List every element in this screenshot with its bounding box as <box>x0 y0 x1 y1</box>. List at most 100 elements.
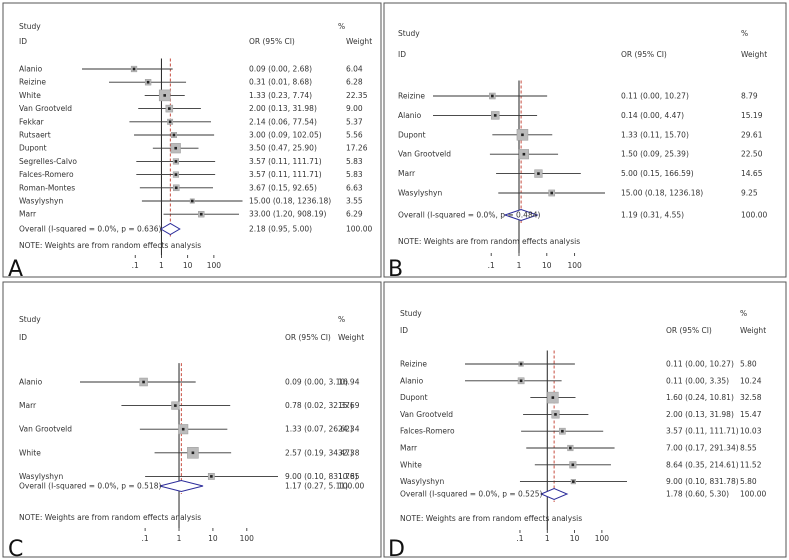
point-estimate <box>521 133 524 137</box>
panel-label: A <box>8 257 23 282</box>
header-or-ci: OR (95% CI) <box>249 37 295 46</box>
study-label: Fekkar <box>19 117 45 126</box>
study-label: Dupont <box>19 144 47 153</box>
point-estimate <box>146 80 150 84</box>
header-weight: Weight <box>740 326 766 335</box>
study-label: Alanio <box>19 378 43 387</box>
overall-weight: 100.00 <box>338 482 364 491</box>
or-ci-value: 9.00 (0.10, 831.78) <box>666 477 739 486</box>
overall-diamond <box>539 487 569 501</box>
study-label: Wasylyshyn <box>19 472 63 481</box>
point-estimate <box>174 160 178 163</box>
weight-value: 15.69 <box>338 401 360 410</box>
study-label: Wasylyshyn <box>400 477 444 486</box>
overall-or-ci: 1.19 (0.31, 4.55) <box>621 211 684 220</box>
point-estimate <box>569 446 572 450</box>
x-tick-label: .1 <box>516 534 523 543</box>
header-weight: Weight <box>741 50 767 59</box>
overall-weight: 100.00 <box>346 225 372 234</box>
or-ci-value: 1.33 (0.11, 15.70) <box>621 130 689 139</box>
study-label: Falces-Romero <box>400 427 455 436</box>
x-tick-label: 1 <box>177 534 182 543</box>
x-tick-label: 100 <box>595 534 610 543</box>
point-estimate <box>493 114 497 117</box>
panel-label: B <box>388 257 403 282</box>
point-estimate <box>172 133 176 137</box>
weight-value: 10.65 <box>338 472 360 481</box>
overall-weight: 100.00 <box>741 211 767 220</box>
point-estimate <box>191 451 195 455</box>
point-estimate <box>181 427 185 431</box>
header-or-ci: OR (95% CI) <box>621 50 667 59</box>
or-ci-value: 0.11 (0.00, 10.27) <box>666 360 734 369</box>
header-percent: % <box>740 309 747 318</box>
study-label: Van Grootveld <box>400 410 453 419</box>
overall-weight: 100.00 <box>740 490 766 499</box>
point-estimate <box>174 186 178 190</box>
x-tick-label: .1 <box>132 261 139 270</box>
panel-border <box>383 2 787 278</box>
point-estimate <box>554 413 557 416</box>
weight-value: 6.29 <box>346 210 363 219</box>
forest-panel-b: Study ID OR (95% CI)% Weight Reizine 0.11 (0.… <box>383 2 787 282</box>
study-label: Marr <box>19 401 37 410</box>
weight-value: 32.38 <box>338 448 360 457</box>
point-estimate <box>142 380 145 384</box>
point-estimate <box>174 146 178 150</box>
overall-diamond <box>159 479 204 493</box>
study-label: Van Grootveld <box>398 150 451 159</box>
study-label: Roman-Montes <box>19 183 75 192</box>
point-estimate <box>571 463 575 467</box>
header-weight: Weight <box>346 37 372 46</box>
point-estimate <box>174 173 178 176</box>
header-or-ci: OR (95% CI) <box>285 333 331 342</box>
weight-value: 6.28 <box>346 78 363 87</box>
point-estimate <box>174 404 177 407</box>
x-tick-label: .1 <box>142 534 149 543</box>
header-id: ID <box>19 333 27 342</box>
forest-panel-c: Study ID OR (95% CI)% Weight Alanio 0.09 (0.0… <box>2 281 382 560</box>
header-percent: % <box>338 22 345 31</box>
x-tick-label: 10 <box>183 261 193 270</box>
header-study: Study <box>19 22 41 31</box>
study-label: Marr <box>400 444 418 453</box>
or-ci-value: 2.00 (0.13, 31.98) <box>666 410 734 419</box>
panel-border <box>2 281 382 558</box>
study-label: Falces-Romero <box>19 170 74 179</box>
study-label: Rutsaert <box>19 131 51 140</box>
weight-value: 14.65 <box>741 169 763 178</box>
note-text: NOTE: Weights are from random effects an… <box>398 237 580 246</box>
header-id: ID <box>398 50 406 59</box>
weight-value: 8.55 <box>740 444 757 453</box>
point-estimate <box>163 94 166 97</box>
note-text: NOTE: Weights are from random effects an… <box>19 241 201 250</box>
or-ci-value: 9.00 (0.10, 831.78) <box>285 472 358 481</box>
x-tick-label: 100 <box>240 534 255 543</box>
study-label: Alanio <box>19 65 43 74</box>
overall-label: Overall (I-squared = 0.0%, p = 0.525) <box>400 490 543 499</box>
x-tick-label: 10 <box>208 534 218 543</box>
study-label: Reizine <box>398 92 425 101</box>
or-ci-value: 0.31 (0.01, 8.68) <box>249 78 312 87</box>
weight-value: 10.03 <box>740 427 762 436</box>
or-ci-value: 3.57 (0.11, 111.71) <box>249 170 322 179</box>
weight-value: 15.19 <box>741 111 763 120</box>
x-tick-label: 1 <box>159 261 164 270</box>
or-ci-value: 7.00 (0.17, 291.34) <box>666 444 739 453</box>
point-estimate <box>199 212 203 216</box>
panel-border <box>383 281 787 558</box>
study-label: Marr <box>398 169 416 178</box>
study-label: White <box>19 91 41 100</box>
weight-value: 16.94 <box>338 378 360 387</box>
point-estimate <box>572 480 575 483</box>
weight-value: 9.25 <box>741 189 758 198</box>
point-estimate <box>190 199 194 203</box>
or-ci-value: 0.14 (0.00, 4.47) <box>621 111 684 120</box>
or-ci-value: 15.00 (0.18, 1236.18) <box>621 189 703 198</box>
or-ci-value: 15.00 (0.18, 1236.18) <box>249 197 331 206</box>
weight-value: 5.37 <box>346 117 363 126</box>
study-label: Segrelles-Calvo <box>19 157 77 166</box>
weight-value: 32.58 <box>740 393 762 402</box>
